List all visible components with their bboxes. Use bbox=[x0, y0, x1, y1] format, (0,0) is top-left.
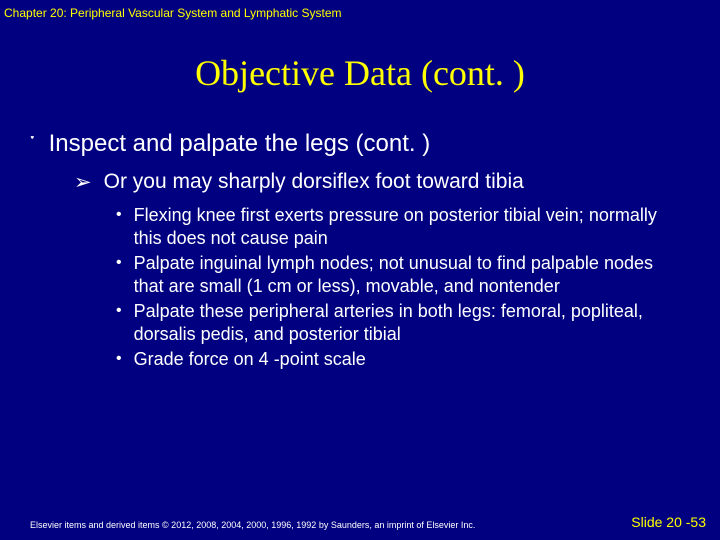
bullet-level3: • Palpate these peripheral arteries in b… bbox=[116, 300, 696, 345]
bullet-icon: ་ bbox=[30, 130, 35, 158]
bullet-text: Flexing knee first exerts pressure on po… bbox=[134, 204, 678, 249]
bullet-text: Grade force on 4 -point scale bbox=[134, 348, 366, 371]
dot-icon: • bbox=[116, 204, 122, 226]
bullet-level3: • Palpate inguinal lymph nodes; not unus… bbox=[116, 252, 696, 297]
slide-title: Objective Data (cont. ) bbox=[0, 52, 720, 94]
dot-icon: • bbox=[116, 252, 122, 274]
bullet-text: Palpate these peripheral arteries in bot… bbox=[134, 300, 678, 345]
dot-icon: • bbox=[116, 348, 122, 370]
bullet-level3: • Flexing knee first exerts pressure on … bbox=[116, 204, 696, 249]
slide-number: Slide 20 -53 bbox=[631, 514, 706, 530]
dot-icon: • bbox=[116, 300, 122, 322]
bullet-level2: ➢ Or you may sharply dorsiflex foot towa… bbox=[74, 170, 696, 196]
bullet-text: Or you may sharply dorsiflex foot toward… bbox=[104, 170, 524, 194]
chapter-header: Chapter 20: Peripheral Vascular System a… bbox=[0, 0, 720, 26]
bullet-level3: • Grade force on 4 -point scale bbox=[116, 348, 696, 371]
copyright-text: Elsevier items and derived items © 2012,… bbox=[30, 520, 475, 530]
bullet-text: Inspect and palpate the legs (cont. ) bbox=[49, 130, 431, 158]
arrow-icon: ➢ bbox=[74, 170, 92, 196]
bullet-text: Palpate inguinal lymph nodes; not unusua… bbox=[134, 252, 678, 297]
slide-footer: Elsevier items and derived items © 2012,… bbox=[0, 514, 720, 530]
slide-content: ་ Inspect and palpate the legs (cont. ) … bbox=[0, 130, 720, 371]
bullet-level1: ་ Inspect and palpate the legs (cont. ) bbox=[30, 130, 696, 158]
